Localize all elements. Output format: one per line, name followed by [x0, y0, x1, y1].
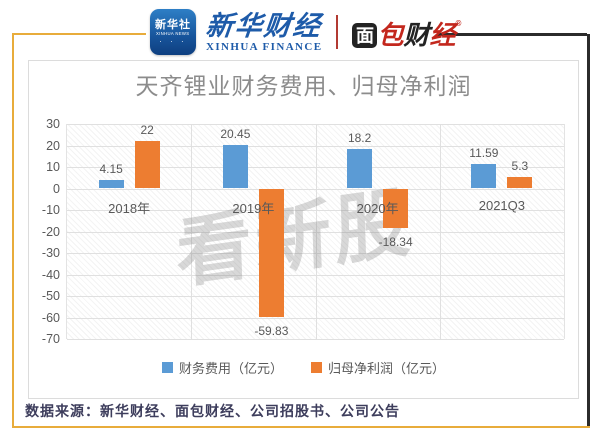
category-label: 2020年	[356, 200, 399, 216]
frame-border-right	[587, 34, 590, 427]
bar	[471, 163, 497, 189]
bar	[507, 177, 533, 189]
constellation-icon: · · ·	[159, 36, 187, 46]
plot-area: 看新股 2018年 4.15 22 2019年 20.45 -59.83 2020年 18.2…	[66, 123, 565, 340]
vertical-gridline	[439, 124, 441, 339]
bar	[222, 144, 248, 189]
y-axis: 30 20 10 0 -10 -20 -30 -40 -50 -60 -70	[29, 61, 62, 398]
y-tick-label: 10	[46, 160, 60, 174]
legend-swatch	[161, 362, 173, 373]
frame-border-bottom	[12, 426, 590, 428]
bar	[383, 188, 409, 228]
bar-value-label: 22	[140, 123, 154, 138]
mianbao-char-cai: 财	[403, 19, 430, 50]
xinhua-news-sublabel: XINHUA NEWS	[156, 31, 190, 37]
vertical-gridline	[191, 124, 193, 339]
xinhua-news-label: 新华社	[155, 18, 191, 31]
mianbao-char-bao: 包	[377, 19, 404, 50]
category-label: 2019年	[232, 200, 275, 216]
bar-value-label: -18.34	[378, 234, 413, 249]
chart-card: 天齐锂业财务费用、归母净利润 30 20 10 0 -10 -20 -30 -40 -50 -60…	[28, 60, 579, 399]
y-tick-label: -50	[41, 289, 60, 303]
y-tick-label: 0	[53, 181, 60, 196]
bar	[134, 141, 160, 189]
bar-value-label: 5.3	[511, 159, 529, 174]
legend: 财务费用（亿元） 归母净利润（亿元）	[29, 358, 578, 377]
vertical-gridline	[315, 124, 317, 339]
legend-item: 财务费用（亿元）	[161, 358, 283, 377]
chart-title: 天齐锂业财务费用、归母净利润	[135, 73, 472, 99]
y-tick-label: -30	[41, 246, 60, 260]
mianbao-caijing-logo: 面 包 财 经 ®	[352, 17, 461, 48]
bar	[347, 149, 373, 189]
bar-value-label: 4.15	[99, 161, 123, 176]
legend-label: 归母净利润（亿元）	[328, 361, 446, 376]
legend-item: 归母净利润（亿元）	[311, 358, 445, 377]
frame-border-top-right	[437, 33, 587, 36]
xinhua-finance-cn: 新华财经	[204, 10, 324, 41]
y-tick-label: -60	[41, 310, 60, 325]
registered-mark-icon: ®	[455, 18, 462, 28]
y-tick-label: 20	[46, 138, 60, 153]
y-tick-label: -10	[41, 203, 60, 217]
bar	[258, 188, 284, 318]
xinhua-finance-en: XINHUA FINANCE	[206, 40, 323, 53]
category-label: 2021Q3	[478, 197, 525, 213]
frame-border-top-left	[12, 33, 146, 35]
legend-label: 财务费用（亿元）	[178, 361, 283, 376]
bar-value-label: 20.45	[220, 126, 251, 141]
y-tick-label: -20	[41, 224, 60, 239]
y-tick-label: 30	[46, 117, 60, 131]
bar-value-label: -59.83	[254, 324, 289, 339]
bar-value-label: 11.59	[469, 145, 499, 160]
logo-divider	[336, 15, 339, 49]
y-tick-label: -70	[41, 332, 60, 346]
gridline	[67, 339, 564, 340]
xinhua-news-app-icon: 新华社 XINHUA NEWS · · ·	[150, 9, 196, 55]
source-note: 数据来源：新华财经、面包财经、公司招股书、公司公告	[25, 405, 400, 420]
mianbao-char-jing: 经	[429, 19, 456, 50]
mianbao-char-mian: 面	[352, 22, 378, 48]
category-label: 2018年	[108, 200, 151, 216]
legend-swatch	[311, 362, 322, 373]
bar	[98, 179, 124, 189]
header: 新华社 XINHUA NEWS · · · 新华财经 XINHUA FINANC…	[150, 7, 461, 57]
bar-value-label: 18.2	[347, 131, 372, 146]
y-tick-label: -40	[41, 267, 60, 282]
xinhua-finance-logo: 新华财经 XINHUA FINANCE	[204, 10, 324, 53]
frame-border-left	[12, 34, 14, 427]
